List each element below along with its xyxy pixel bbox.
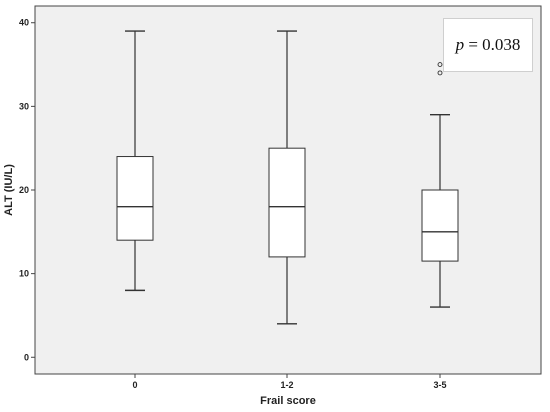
box-group-3-5 xyxy=(421,62,459,308)
y-tick-label: 40 xyxy=(19,18,29,28)
iqr-box xyxy=(268,147,306,258)
x-tick-label: 3-5 xyxy=(433,380,446,390)
x-axis-ticks: 0 1-2 3-5 xyxy=(132,374,447,390)
box-group-0 xyxy=(116,30,154,292)
y-axis-title: ALT (IU/L) xyxy=(3,164,15,216)
y-tick-label: 30 xyxy=(19,101,29,111)
iqr-box xyxy=(421,189,459,262)
boxes-layer xyxy=(116,30,459,325)
p-value-variable: p xyxy=(455,35,465,54)
y-tick-label: 20 xyxy=(19,185,29,195)
x-tick-label: 0 xyxy=(132,380,137,390)
y-tick-label: 10 xyxy=(19,269,29,279)
box-group-1-2 xyxy=(268,30,306,325)
x-tick-label: 1-2 xyxy=(280,380,293,390)
y-axis-ticks: 0 10 20 30 40 xyxy=(19,18,35,362)
x-axis-title: Frail score xyxy=(260,395,316,407)
iqr-box xyxy=(116,156,154,241)
y-tick-label: 0 xyxy=(24,352,29,362)
p-value-text: = 0.038 xyxy=(464,35,521,54)
p-value-annotation: p = 0.038 xyxy=(443,18,533,72)
outlier-point xyxy=(437,70,443,76)
outlier-point xyxy=(437,62,443,67)
